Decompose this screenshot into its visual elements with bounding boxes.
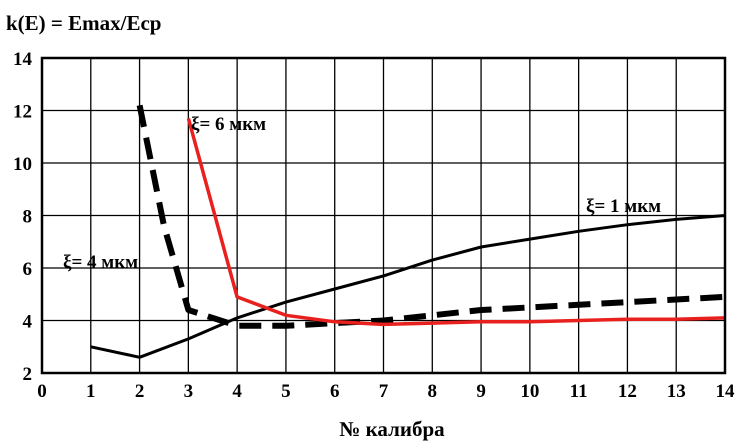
x-tick-label: 6 [330, 381, 340, 402]
series-line-6um [186, 117, 726, 327]
x-tick-label: 12 [618, 381, 637, 402]
x-tick-label: 0 [37, 381, 47, 402]
x-tick-label: 10 [520, 381, 539, 402]
series-labels: ξ= 1 мкм ξ= 4 мкм ξ= 6 мкм [63, 114, 661, 273]
chart-title: k(E) = Emax/Ecp [6, 11, 161, 35]
y-tick-label: 10 [13, 154, 32, 175]
x-tick-label: 2 [135, 381, 145, 402]
series-label-4um: ξ= 4 мкм [63, 252, 138, 273]
series-lines [90, 104, 726, 359]
y-tick-label: 8 [23, 207, 33, 228]
series-line-1um [90, 214, 726, 359]
y-tick-label: 4 [23, 312, 33, 333]
x-axis-label: № калибра [339, 417, 445, 441]
plot-frame [40, 56, 727, 375]
y-tick-label: 6 [23, 259, 33, 280]
series-label-6um: ξ= 6 мкм [191, 114, 266, 135]
x-tick-label: 14 [716, 381, 736, 402]
x-tick-label: 4 [232, 381, 242, 402]
x-tick-label: 7 [379, 381, 389, 402]
x-tick-label: 13 [667, 381, 686, 402]
x-tick-label: 9 [476, 381, 486, 402]
x-tick-label: 5 [281, 381, 291, 402]
x-tick-label: 3 [184, 381, 194, 402]
x-tick-label: 11 [570, 381, 588, 402]
y-tick-label: 12 [13, 102, 32, 123]
series-line-4um [136, 104, 726, 329]
x-tick-label: 8 [428, 381, 438, 402]
y-tick-label: 2 [23, 364, 33, 385]
series-label-1um: ξ= 1 мкм [586, 196, 661, 217]
x-tick-label: 1 [86, 381, 96, 402]
y-tick-label: 14 [13, 49, 33, 70]
